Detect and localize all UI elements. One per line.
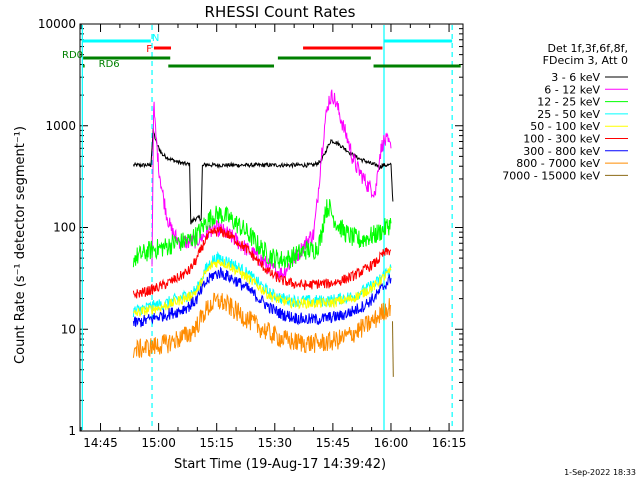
plot-border xyxy=(79,23,464,432)
legend: Det 1f,3f,6f,8f,FDecim 3, Att 0 3 - 6 keV… xyxy=(502,42,628,182)
x-axis-label: Start Time (19-Aug-17 14:39:42) xyxy=(174,457,386,472)
legend-label-50-100-kev: 50 - 100 keV xyxy=(530,120,600,133)
flag-label-f: F xyxy=(146,44,152,55)
legend-header-line: FDecim 3, Att 0 xyxy=(543,54,628,67)
legend-label-6-12-kev: 6 - 12 keV xyxy=(544,83,600,96)
y-tick-label: 10000 xyxy=(38,17,76,31)
y-tick-label: 10 xyxy=(61,322,76,336)
attenuator-vertical-lines xyxy=(81,25,453,430)
x-tick-label: 16:00 xyxy=(374,436,409,450)
axis-ticks: 14:45 15:00 15:15 15:30 15:45 16:00 16:15 1 10 10… xyxy=(38,17,467,450)
legend-label-300-800-kev: 300 - 800 keV xyxy=(523,145,600,158)
legend-label-100-300-kev: 100 - 300 keV xyxy=(523,133,600,146)
y-tick-label: 1000 xyxy=(45,119,76,133)
flag-label-n: N xyxy=(152,33,159,44)
x-tick-label: 15:15 xyxy=(199,436,234,450)
flag-label-rd6: RD6 xyxy=(99,59,120,70)
legend-label-3-6-kev: 3 - 6 keV xyxy=(551,71,600,84)
chart-title: RHESSI Count Rates xyxy=(205,3,356,21)
legend-header-line: Det 1f,3f,6f,8f, xyxy=(547,42,628,55)
legend-label-25-50-kev: 25 - 50 keV xyxy=(537,108,600,121)
y-tick-label: 1 xyxy=(68,424,76,438)
legend-label-12-25-kev: 12 - 25 keV xyxy=(537,96,600,109)
y-axis-label: Count Rate (s⁻¹ detector segment⁻¹) xyxy=(13,126,28,364)
x-tick-label: 15:30 xyxy=(257,436,292,450)
series-line-12-25-kev xyxy=(132,199,392,269)
x-tick-label: 16:15 xyxy=(432,436,467,450)
legend-label-800-7000-kev: 800 - 7000 keV xyxy=(516,157,600,170)
x-tick-label: 15:45 xyxy=(316,436,351,450)
plot-frame xyxy=(79,23,464,432)
flag-bars: NF RD0 RD6 xyxy=(62,33,461,70)
series-line-6-12-kev xyxy=(151,89,392,281)
series-line-50-100-kev xyxy=(133,259,392,317)
series-line-7000-15000-kev xyxy=(392,321,394,377)
data-series xyxy=(132,89,394,377)
legend-label-7000-15000-kev: 7000 - 15000 keV xyxy=(502,169,600,182)
series-line-3-6-kev xyxy=(132,128,394,225)
series-line-25-50-kev xyxy=(132,251,392,318)
footer-timestamp: 1-Sep-2022 18:33 xyxy=(564,468,636,477)
series-line-100-300-kev xyxy=(132,226,391,299)
series-line-800-7000-kev xyxy=(132,292,392,358)
series-line-300-800-kev xyxy=(132,266,392,328)
y-tick-label: 100 xyxy=(53,221,76,235)
flag-label-rd0: RD0 xyxy=(62,50,83,61)
x-tick-label: 15:00 xyxy=(141,436,176,450)
x-tick-label: 14:45 xyxy=(83,436,118,450)
